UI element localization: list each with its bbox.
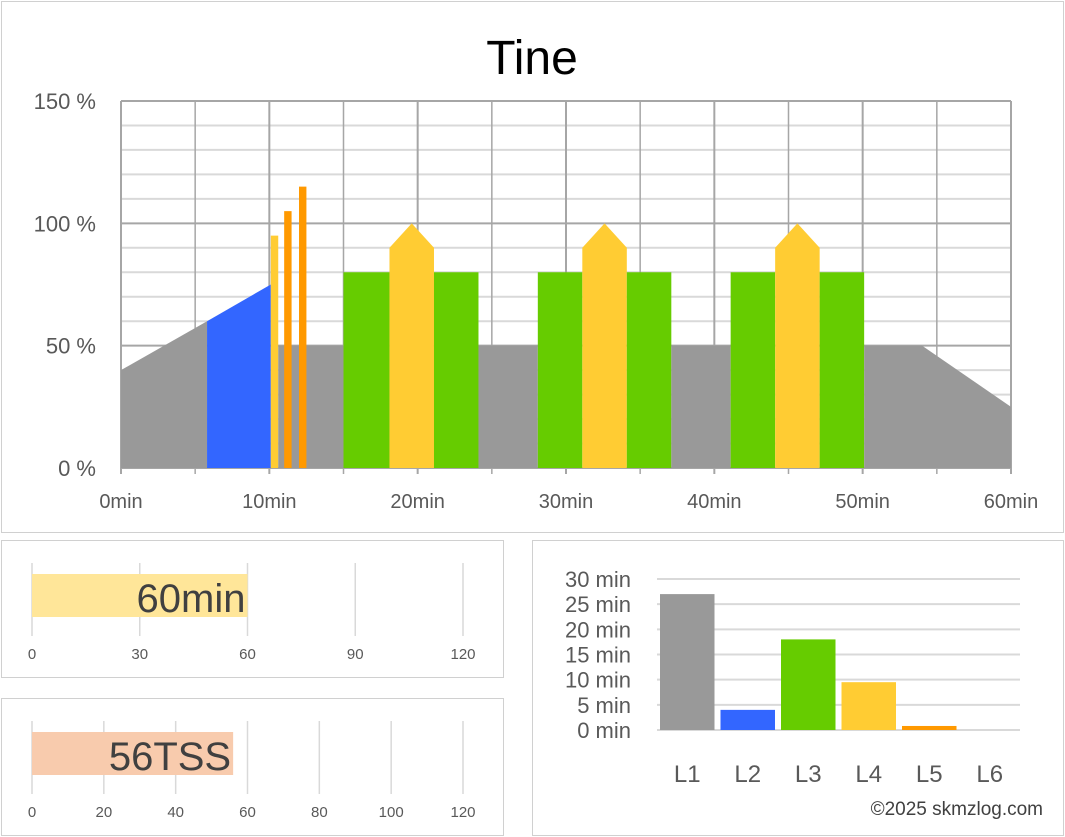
segment-l3 bbox=[730, 272, 776, 468]
x-tick-label: 0min bbox=[99, 491, 142, 513]
duration-panel: 0 30 60 90 120 60min bbox=[1, 540, 504, 678]
x-tick-label: 120 bbox=[450, 646, 475, 663]
chart-title: Tine bbox=[486, 32, 578, 85]
x-tick-label: 60min bbox=[984, 491, 1038, 513]
segment-l3 bbox=[537, 272, 583, 468]
segment-l1 bbox=[278, 345, 344, 468]
x-tick-label: 90 bbox=[347, 646, 364, 663]
x-tick-label: 20 bbox=[95, 804, 112, 821]
x-tick-label: L5 bbox=[916, 761, 943, 788]
x-tick-label: 50min bbox=[835, 491, 889, 513]
segment-l3 bbox=[343, 272, 390, 468]
tss-panel: 0 20 40 60 80 100 120 56TSS bbox=[1, 698, 504, 836]
bar-l4 bbox=[841, 682, 896, 730]
segment-l2 bbox=[207, 284, 271, 468]
duration-chart: 0 30 60 90 120 60min bbox=[28, 563, 476, 663]
bar-l3 bbox=[781, 639, 836, 730]
y-tick-label: 0 % bbox=[58, 456, 96, 481]
bar-l2 bbox=[720, 709, 775, 730]
x-tick-label: 120 bbox=[450, 804, 475, 821]
y-tick-label: 30 min bbox=[565, 567, 631, 592]
segment-l4 bbox=[582, 223, 627, 468]
x-tick-label: 40 bbox=[167, 804, 184, 821]
x-tick-label: L2 bbox=[734, 761, 761, 788]
x-tick-label: 10min bbox=[242, 491, 296, 513]
x-tick-label: 40min bbox=[687, 491, 741, 513]
segment-l1 bbox=[478, 345, 538, 468]
segment-l3 bbox=[433, 272, 479, 468]
y-tick-label: 15 min bbox=[565, 643, 631, 668]
x-tick-label: L1 bbox=[674, 761, 701, 788]
x-tick-label: L6 bbox=[976, 761, 1003, 788]
y-tick-label: 20 min bbox=[565, 617, 631, 642]
zone-time-panel: 0 min 5 min 10 min 15 min 20 min 25 min 30 min… bbox=[532, 540, 1064, 836]
y-tick-label: 100 % bbox=[34, 211, 96, 236]
segment-l5 bbox=[284, 211, 292, 468]
value-bar bbox=[32, 732, 234, 775]
bar-l1 bbox=[660, 594, 715, 730]
segment-l3 bbox=[819, 272, 865, 468]
segment-l1 bbox=[121, 321, 208, 468]
x-tick-label: 80 bbox=[311, 804, 328, 821]
segment-l1 bbox=[864, 345, 1011, 468]
x-tick-label: 0 bbox=[28, 646, 36, 663]
x-tick-label: L4 bbox=[855, 761, 882, 788]
copyright: ©2025 skmzlog.com bbox=[870, 799, 1043, 820]
workout-profile-chart: Tine 0min 10min 20min 30min 40min 50min 60min 0 … bbox=[34, 32, 1039, 513]
value-label: 56TSS bbox=[109, 735, 231, 779]
value-label: 60min bbox=[137, 577, 246, 621]
x-tick-label: 20min bbox=[390, 491, 444, 513]
workout-profile-panel: Tine 0min 10min 20min 30min 40min 50min 60min 0 … bbox=[1, 1, 1064, 533]
x-tick-label: 30min bbox=[539, 491, 593, 513]
x-tick-label: 30 bbox=[131, 646, 148, 663]
x-tick-label: 100 bbox=[379, 804, 404, 821]
segment-l4 bbox=[270, 235, 279, 468]
segment-l1 bbox=[671, 345, 731, 468]
y-tick-label: 10 min bbox=[565, 668, 631, 693]
y-tick-label: 5 min bbox=[577, 693, 631, 718]
x-tick-label: 0 bbox=[28, 804, 36, 821]
segment-l4 bbox=[389, 223, 434, 468]
x-tick-label: 60 bbox=[239, 646, 256, 663]
value-bar bbox=[32, 574, 248, 617]
y-tick-label: 25 min bbox=[565, 592, 631, 617]
y-tick-label: 0 min bbox=[577, 718, 631, 743]
tss-chart: 0 20 40 60 80 100 120 56TSS bbox=[28, 721, 476, 821]
x-tick-label: 60 bbox=[239, 804, 256, 821]
segment-l4 bbox=[775, 223, 820, 468]
segment-l3 bbox=[626, 272, 672, 468]
bar-l5 bbox=[902, 725, 957, 730]
y-tick-label: 50 % bbox=[46, 334, 96, 359]
x-tick-label: L3 bbox=[795, 761, 822, 788]
segment-l5 bbox=[299, 186, 307, 468]
y-tick-label: 150 % bbox=[34, 89, 96, 114]
